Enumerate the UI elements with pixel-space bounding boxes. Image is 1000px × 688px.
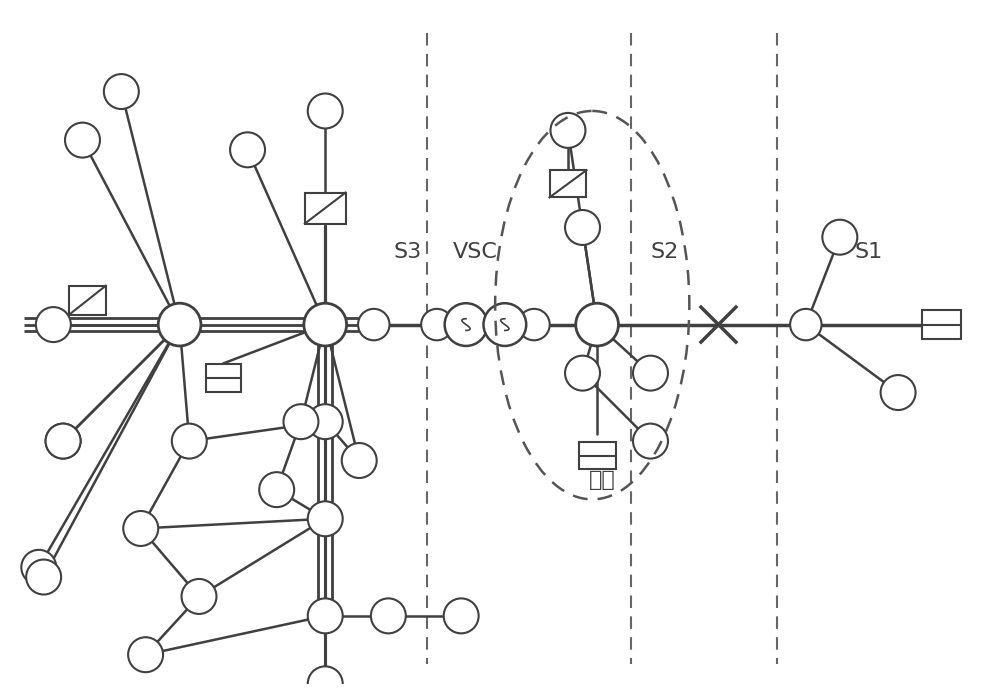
Circle shape [46,424,81,459]
Circle shape [308,599,343,634]
Circle shape [550,113,585,148]
Text: VSC: VSC [453,241,498,261]
Circle shape [283,404,318,439]
Circle shape [65,122,100,158]
Circle shape [576,303,618,346]
Circle shape [565,210,600,245]
Bar [579,442,616,469]
Bar [69,286,106,315]
Circle shape [123,511,158,546]
Circle shape [46,424,81,459]
Text: 孤网: 孤网 [589,470,615,490]
Circle shape [342,443,377,478]
Circle shape [230,132,265,167]
Circle shape [565,356,600,391]
Circle shape [518,309,550,341]
Bar [550,170,586,197]
Circle shape [128,637,163,672]
Circle shape [371,599,406,634]
Text: S2: S2 [651,241,679,261]
Circle shape [483,303,526,346]
Circle shape [304,303,347,346]
Circle shape [308,502,343,536]
Text: S1: S1 [855,241,883,261]
Circle shape [158,303,201,346]
Circle shape [790,309,822,341]
Bar [922,310,961,339]
Bar [305,193,346,224]
Circle shape [308,667,343,688]
Circle shape [421,309,453,341]
Circle shape [182,579,216,614]
Circle shape [26,559,61,594]
Bar [206,365,241,391]
Circle shape [445,303,487,346]
Circle shape [308,94,343,129]
Circle shape [36,307,71,342]
Circle shape [444,599,479,634]
Circle shape [104,74,139,109]
Circle shape [881,375,916,410]
Circle shape [259,472,294,507]
Text: S3: S3 [394,241,422,261]
Circle shape [308,404,343,439]
Circle shape [633,356,668,391]
Circle shape [822,219,857,255]
Circle shape [172,424,207,459]
Circle shape [21,550,56,585]
Circle shape [358,309,390,341]
Circle shape [633,424,668,459]
